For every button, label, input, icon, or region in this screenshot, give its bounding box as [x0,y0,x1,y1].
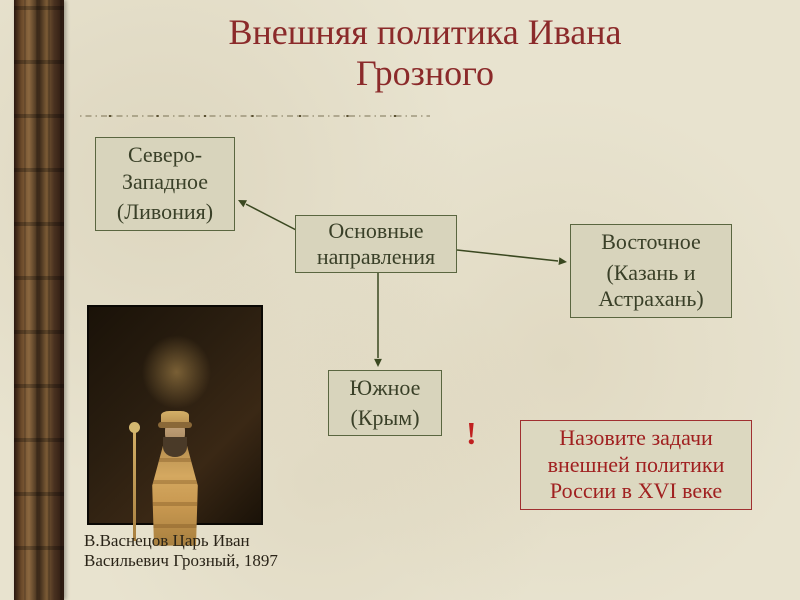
node-east: Восточное (Казань и Астрахань) [570,224,732,318]
prompt-box: Назовите задачи внешней политики России … [520,420,752,510]
slide-title: Внешняя политика Ивана Грозного [80,12,770,95]
decorative-strip [14,0,64,600]
title-divider [80,115,430,117]
node-nw: Северо-Западное (Ливония) [95,137,235,231]
caption-line1: В.Васнецов Царь Иван [84,531,250,550]
center-box: Основные направления [295,215,457,273]
node-nw-line2: (Ливония) [117,199,213,225]
node-south: Южное (Крым) [328,370,442,436]
caption-line2: Васильевич Грозный, 1897 [84,551,278,570]
node-east-line2: (Казань и Астрахань) [579,260,723,313]
tsar-figure [139,411,211,546]
node-nw-line1: Северо-Западное [104,142,226,195]
painting-caption: В.Васнецов Царь Иван Васильевич Грозный,… [84,531,278,570]
center-box-line1: Основные направления [304,218,448,271]
title-line2: Грозного [356,53,494,93]
painting-vasnetsov [87,305,263,525]
exclamation-icon: ! [466,415,477,452]
prompt-box-line1: Назовите задачи внешней политики России … [529,425,743,504]
node-south-line2: (Крым) [350,405,419,431]
title-line1: Внешняя политика Ивана [228,12,621,52]
node-south-line1: Южное [350,375,421,401]
node-east-line1: Восточное [601,229,701,255]
